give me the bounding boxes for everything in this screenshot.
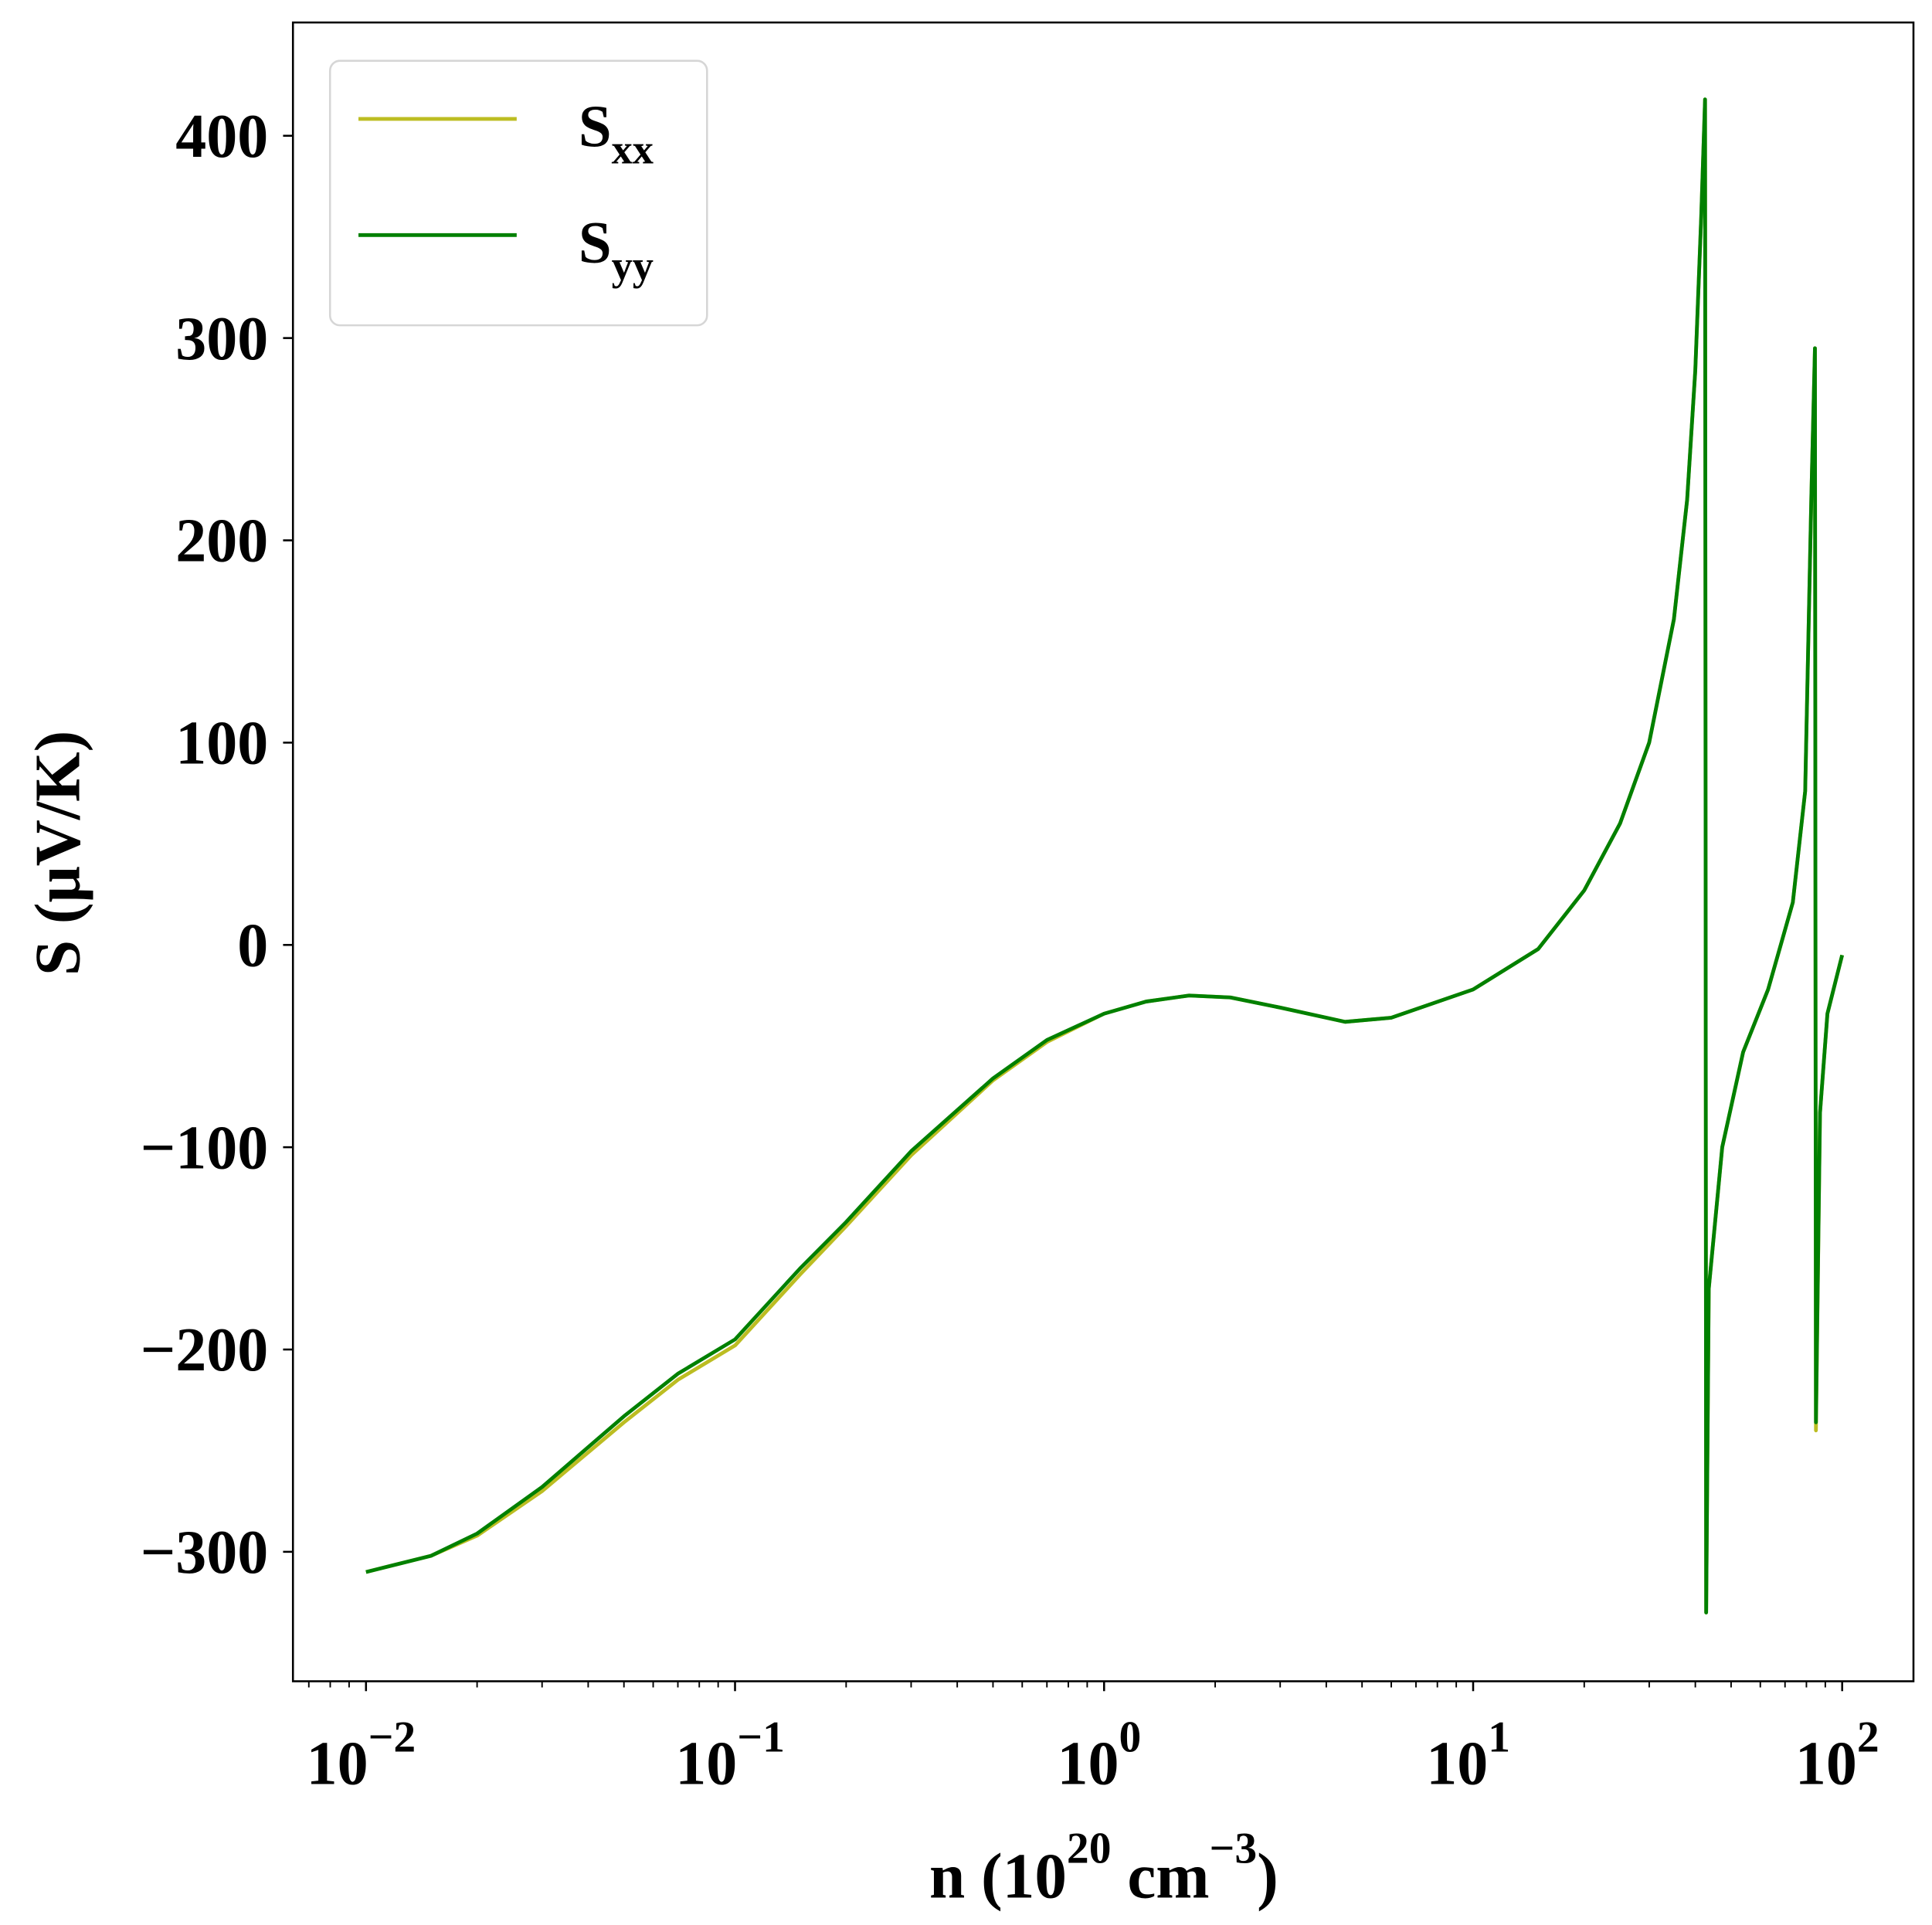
legend: Sxx Syy	[328, 59, 708, 327]
x-tick-label: 101	[1426, 1713, 1510, 1798]
y-tick-label: 400	[175, 103, 268, 171]
series-line-syy	[365, 97, 1844, 1614]
y-tick-label: −200	[141, 1316, 269, 1384]
x-axis-label: n (1020 cm−3)	[929, 1825, 1278, 1912]
x-tick-label: 10−2	[307, 1713, 416, 1798]
y-tick-label: 0	[237, 912, 268, 979]
y-axis-label: S (μV/K)	[22, 731, 93, 976]
y-tick-label: 300	[175, 305, 268, 373]
y-tick-label: −300	[141, 1519, 269, 1587]
x-tick-label: 10−1	[675, 1713, 785, 1798]
legend-box	[328, 59, 708, 327]
legend-label-syy: Syy	[579, 210, 654, 289]
series-layer	[365, 97, 1844, 1614]
ticks-layer: −300 −200 −100 0 100 200 300 400 10−2 10−1 100 101 1…	[141, 103, 1879, 1798]
x-tick-label: 100	[1057, 1713, 1141, 1798]
plot-frame	[291, 21, 1915, 1682]
y-tick-label: 100	[175, 710, 268, 778]
y-tick-label: −100	[141, 1114, 269, 1182]
y-tick-label: 200	[175, 508, 268, 575]
x-tick-label: 102	[1795, 1713, 1879, 1798]
legend-label-sxx: Sxx	[579, 93, 654, 172]
